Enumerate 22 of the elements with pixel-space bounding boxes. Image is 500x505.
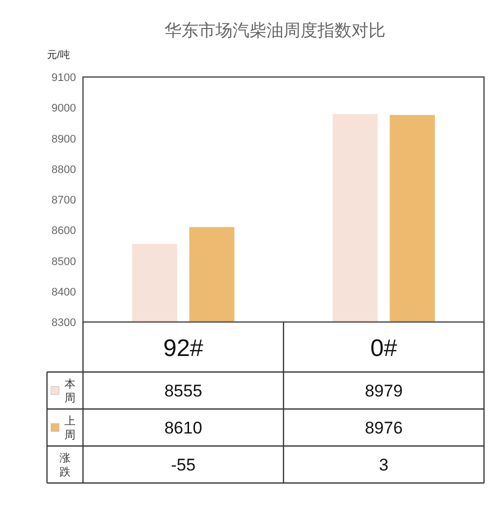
y-tick-label: 8800 xyxy=(52,164,76,176)
y-tick-label: 8900 xyxy=(52,133,76,146)
data-label: 8976 xyxy=(364,418,403,438)
legend-label: 上周 xyxy=(64,414,76,442)
y-tick-label: 9000 xyxy=(52,102,76,115)
y-axis-title: 元/吨 xyxy=(47,49,70,61)
data-label: 8979 xyxy=(364,382,403,400)
chart-title: 华东市场汽柴油周度指数对比 xyxy=(164,21,386,40)
x-tick-label: 0# xyxy=(370,335,398,362)
text: 涨跌 xyxy=(60,452,70,478)
text: 3 xyxy=(379,456,388,474)
y-tick-label: 8300 xyxy=(52,317,76,329)
y-tick-label: 9100 xyxy=(52,72,76,84)
data-label: 8610 xyxy=(164,418,202,438)
legend-label: 本周 xyxy=(64,378,76,404)
text: -55 xyxy=(170,456,196,474)
y-tick-label: 8600 xyxy=(52,225,76,238)
y-tick-label: 8700 xyxy=(52,194,76,206)
y-tick-label: 8400 xyxy=(52,286,76,298)
y-tick-label: 8500 xyxy=(52,256,76,268)
x-tick-label: 92# xyxy=(163,335,204,362)
data-label: 8555 xyxy=(164,382,202,400)
